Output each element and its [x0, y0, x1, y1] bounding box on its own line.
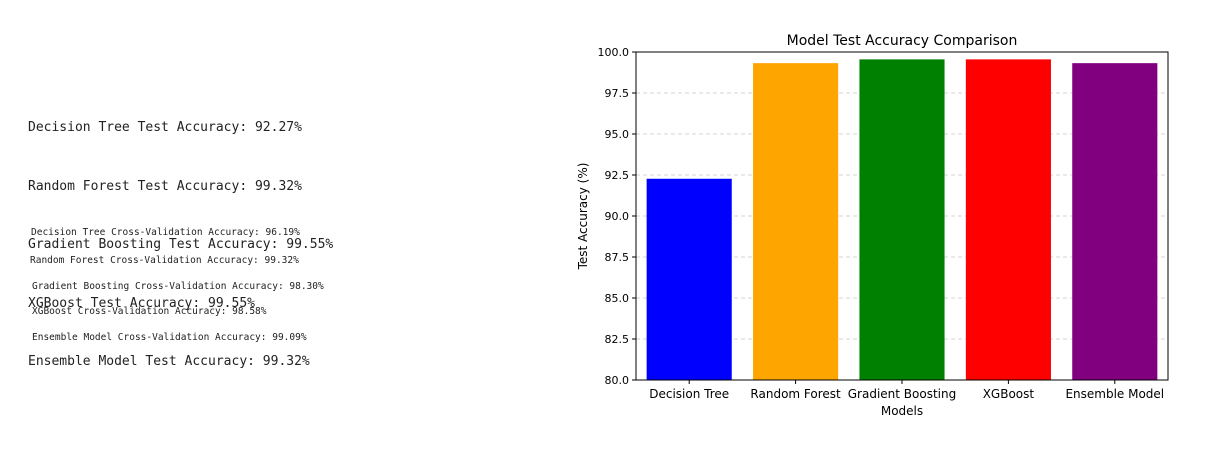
bar — [1072, 63, 1158, 380]
y-tick-label: 95.0 — [605, 128, 630, 141]
test-result-line: Decision Tree Test Accuracy: 92.27% — [28, 120, 302, 135]
y-ticks: 80.0 82.5 85.0 87.5 90.0 92.5 95.0 97.5 100.0 — [598, 46, 636, 387]
accuracy-bar-chart: Model Test Accuracy Comparison Test Accu… — [576, 33, 1169, 418]
y-tick-label: 82.5 — [605, 333, 630, 346]
x-tick-label: XGBoost — [983, 387, 1035, 401]
test-result-line: Ensemble Model Test Accuracy: 99.32% — [28, 354, 310, 369]
test-result-line: Gradient Boosting Test Accuracy: 99.55% — [28, 237, 334, 252]
x-axis-label: Models — [881, 404, 923, 418]
y-tick-label: 100.0 — [598, 46, 630, 59]
x-ticks: Decision Tree Random Forest Gradient Boost… — [649, 380, 1164, 401]
bar — [753, 63, 839, 380]
bars — [646, 59, 1158, 380]
y-tick-label: 85.0 — [605, 292, 630, 305]
y-tick-label: 92.5 — [605, 169, 630, 182]
test-accuracy-output: Decision Tree Test Accuracy: 92.27% Rand… — [28, 79, 333, 391]
test-result-line: XGBoost Test Accuracy: 99.55% — [28, 295, 255, 311]
y-tick-label: 80.0 — [605, 374, 630, 387]
x-tick-label: Decision Tree — [649, 387, 729, 401]
cv-result-line: Ensemble Model Cross-Validation Accuracy… — [32, 332, 307, 343]
x-tick-label: Gradient Boosting — [848, 387, 956, 401]
y-tick-label: 87.5 — [605, 251, 630, 264]
cv-result-line: Decision Tree Cross-Validation Accuracy:… — [31, 227, 300, 238]
y-tick-label: 97.5 — [605, 87, 630, 100]
bar — [859, 59, 945, 380]
x-tick-label: Random Forest — [750, 387, 841, 401]
bar — [646, 178, 732, 380]
test-result-line: Random Forest Test Accuracy: 99.32% — [28, 178, 302, 194]
x-tick-label: Ensemble Model — [1065, 387, 1164, 401]
plot-frame — [635, 51, 1169, 381]
cv-result-line: Gradient Boosting Cross-Validation Accur… — [32, 281, 324, 292]
cv-result-line: Random Forest Cross-Validation Accuracy:… — [30, 255, 299, 266]
y-axis-label: Test Accuracy (%) — [576, 163, 590, 271]
chart-title: Model Test Accuracy Comparison — [787, 33, 1018, 49]
bar — [965, 59, 1051, 380]
y-tick-label: 90.0 — [605, 210, 630, 223]
cv-result-line: XGBoost Cross-Validation Accuracy: 98.58… — [32, 306, 267, 317]
